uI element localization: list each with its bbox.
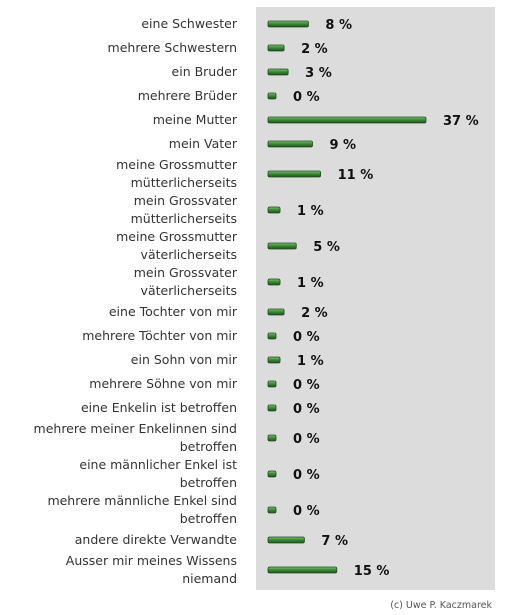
- category-label-line: mehrere Söhne von mir: [89, 376, 238, 391]
- bar: [267, 332, 277, 340]
- value-label: 8 %: [325, 18, 352, 33]
- category-label: eine Tochter von mir: [109, 304, 238, 319]
- category-label-line: mehrere Töchter von mir: [82, 328, 238, 343]
- category-label-line: ein Sohn von mir: [131, 352, 238, 367]
- bar: [267, 404, 277, 412]
- category-label-line: meine Mutter: [153, 112, 238, 127]
- value-label: 1 %: [297, 354, 324, 369]
- category-label: ein Bruder: [172, 64, 238, 79]
- category-label-line: eine Schwester: [141, 16, 237, 31]
- bar: [267, 278, 281, 286]
- category-label: mehrere Brüder: [138, 88, 238, 103]
- category-label: mehrere männliche Enkel sind betroffen: [47, 493, 237, 526]
- category-label-line: niemand: [182, 571, 237, 586]
- category-label-line: betroffen: [180, 511, 237, 526]
- category-label: mehrere Söhne von mir: [89, 376, 238, 391]
- value-label: 2 %: [301, 42, 328, 57]
- value-label: 9 %: [329, 138, 356, 153]
- category-label-line: eine Tochter von mir: [109, 304, 238, 319]
- bar: [267, 206, 281, 214]
- bar: [267, 506, 277, 514]
- category-label: mehrere Schwestern: [108, 40, 237, 55]
- bar: [267, 308, 285, 316]
- category-label-line: mein Vater: [169, 136, 238, 151]
- value-label: 1 %: [297, 204, 324, 219]
- category-label: meine Mutter: [153, 112, 238, 127]
- value-label: 11 %: [338, 168, 374, 183]
- value-labels: 8 % 2 % 3 % 0 % 37 % 9 % 11 % 1 % 5 % 1 % 2 % 0 % 1 …: [293, 18, 479, 579]
- value-label: 1 %: [297, 276, 324, 291]
- value-label: 0 %: [293, 504, 320, 519]
- category-label-line: betroffen: [180, 439, 237, 454]
- value-label: 0 %: [293, 90, 320, 105]
- category-labels: eine Schwester mehrere Schwestern ein Brud…: [34, 16, 238, 586]
- bar: [267, 356, 281, 364]
- category-label-line: mehrere Brüder: [138, 88, 238, 103]
- value-label: 2 %: [301, 306, 328, 321]
- bar: [267, 140, 313, 148]
- bar: [267, 170, 321, 178]
- plot-background: [256, 7, 495, 590]
- bar: [267, 116, 427, 124]
- category-label-line: mütterlicherseits: [131, 211, 237, 226]
- bars: [267, 20, 427, 574]
- value-label: 7 %: [321, 534, 348, 549]
- category-label-line: mütterlicherseits: [131, 175, 237, 190]
- category-label-line: väterlicherseits: [141, 283, 237, 298]
- value-label: 0 %: [293, 330, 320, 345]
- value-label: 3 %: [305, 66, 332, 81]
- category-label-line: eine Enkelin ist betroffen: [81, 400, 237, 415]
- value-label: 37 %: [443, 114, 479, 129]
- value-label: 0 %: [293, 378, 320, 393]
- category-label: ein Sohn von mir: [131, 352, 238, 367]
- category-label-line: mein Grossvater: [134, 265, 238, 280]
- category-label: meine Grossmutter väterlicherseits: [116, 229, 238, 262]
- category-label-line: betroffen: [180, 475, 237, 490]
- bar: [267, 20, 309, 28]
- category-label-line: eine männlicher Enkel ist: [79, 457, 237, 472]
- category-label-line: meine Grossmutter: [116, 229, 238, 244]
- value-label: 0 %: [293, 468, 320, 483]
- category-label-line: mehrere Schwestern: [108, 40, 237, 55]
- category-label: mehrere Töchter von mir: [82, 328, 238, 343]
- category-label: andere direkte Verwandte: [75, 532, 238, 547]
- bar: [267, 566, 338, 574]
- category-label-line: mehrere männliche Enkel sind: [47, 493, 237, 508]
- category-label-line: andere direkte Verwandte: [75, 532, 238, 547]
- bar: [267, 434, 277, 442]
- category-label-line: väterlicherseits: [141, 247, 237, 262]
- value-label: 0 %: [293, 432, 320, 447]
- bar: [267, 44, 285, 52]
- bar: [267, 380, 277, 388]
- category-label-line: mehrere meiner Enkelinnen sind: [34, 421, 237, 436]
- category-label: eine Schwester: [141, 16, 237, 31]
- category-label: mein Grossvater väterlicherseits: [134, 265, 238, 298]
- category-label: mehrere meiner Enkelinnen sind betroffen: [34, 421, 237, 454]
- category-label: eine männlicher Enkel ist betroffen: [79, 457, 237, 490]
- credit-text: (c) Uwe P. Kaczmarek: [390, 600, 492, 611]
- category-label: mein Vater: [169, 136, 238, 151]
- bar: [267, 470, 277, 478]
- value-label: 0 %: [293, 402, 320, 417]
- category-label: Ausser mir meines Wissens niemand: [66, 553, 237, 586]
- bar: [267, 242, 297, 250]
- category-label-line: meine Grossmutter: [116, 157, 238, 172]
- category-label: meine Grossmutter mütterlicherseits: [116, 157, 238, 190]
- value-label: 5 %: [313, 240, 340, 255]
- category-label: eine Enkelin ist betroffen: [81, 400, 237, 415]
- category-label-line: ein Bruder: [172, 64, 238, 79]
- bar: [267, 92, 277, 100]
- bar: [267, 536, 305, 544]
- bar: [267, 68, 289, 76]
- value-label: 15 %: [354, 564, 390, 579]
- category-label-line: mein Grossvater: [134, 193, 238, 208]
- category-label: mein Grossvater mütterlicherseits: [131, 193, 238, 226]
- category-label-line: Ausser mir meines Wissens: [66, 553, 237, 568]
